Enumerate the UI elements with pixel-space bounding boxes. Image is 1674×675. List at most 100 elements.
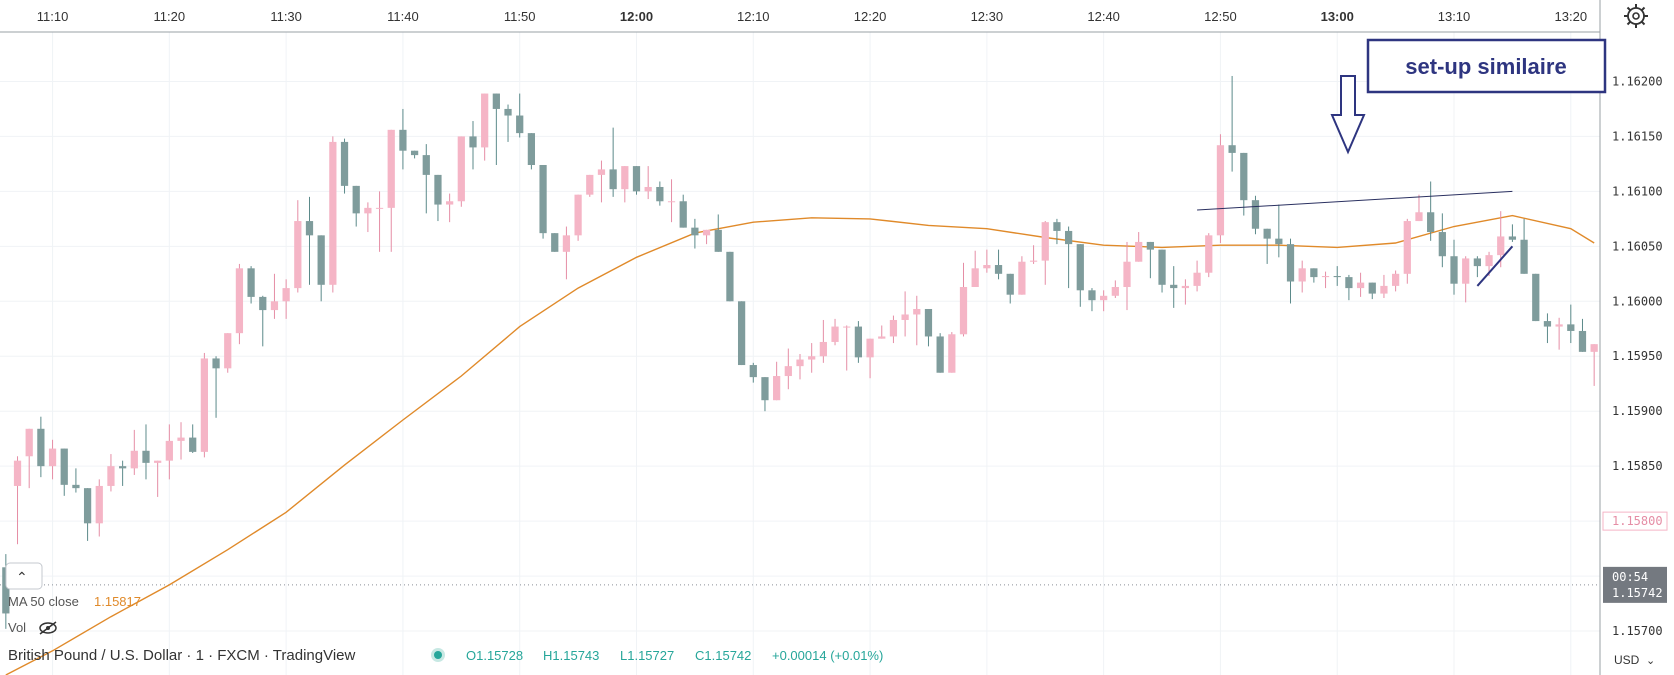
collapse-legend-button[interactable] [5, 562, 43, 590]
price-tick-label: 1.16000 [1612, 294, 1663, 308]
candle-bearish [714, 214, 722, 252]
candle-body [434, 174, 442, 205]
candle-bearish [492, 93, 500, 165]
candle-body [481, 93, 489, 148]
candle-body [632, 166, 641, 192]
candle-body [761, 377, 769, 401]
candle-body [796, 359, 804, 367]
ma-value: 1.15817 [94, 594, 141, 609]
price-tick-label: 1.15700 [1612, 624, 1663, 638]
candle-body [726, 251, 734, 302]
time-tick-label: 13:20 [1555, 9, 1588, 24]
candle-body [317, 235, 325, 285]
candle-bearish [340, 138, 349, 194]
candle-body [1321, 276, 1330, 278]
candle-body [1532, 273, 1540, 322]
candle-body [971, 268, 979, 288]
chevron-up-icon[interactable]: ⌃ [16, 569, 28, 585]
chevron-down-icon[interactable]: ⌄ [1646, 655, 1655, 667]
candle-body [1520, 239, 1528, 274]
candle-body [130, 450, 138, 469]
candle-body [107, 466, 115, 486]
candle-bearish [749, 362, 757, 383]
candle-bullish [1111, 280, 1119, 298]
candle-bullish [25, 428, 33, 489]
candle-bullish [913, 295, 921, 346]
candle-body [574, 194, 582, 236]
candle-bullish [1298, 260, 1306, 293]
annotation-box[interactable] [1366, 38, 1607, 94]
trend-line[interactable] [1197, 190, 1513, 211]
candle-body [1053, 222, 1061, 231]
gear-icon[interactable] [1624, 4, 1648, 28]
candle-body [422, 155, 430, 175]
candle-body [1462, 258, 1470, 284]
candle-body [1473, 258, 1481, 267]
candle-body [1135, 241, 1143, 262]
user-drawings[interactable] [1197, 190, 1514, 287]
candle-bullish [224, 333, 232, 373]
candle-body [13, 460, 22, 486]
candle-body [878, 336, 886, 339]
candle-body [142, 450, 150, 463]
candle-bullish [154, 460, 162, 497]
candle-bullish [889, 315, 898, 344]
time-tick-label: 11:20 [154, 9, 186, 24]
candle-body [48, 448, 57, 467]
eye-slash-icon[interactable] [39, 621, 57, 635]
candle-body [1205, 235, 1213, 273]
candle-body [1333, 276, 1341, 278]
candle-body [562, 235, 571, 252]
annotation-callout[interactable]: set-up similaire [1330, 38, 1607, 155]
candle-bearish [317, 235, 325, 302]
candle-body [516, 115, 524, 134]
candle-body [259, 296, 267, 311]
candle-body [1216, 145, 1225, 236]
price-tick-label: 1.16150 [1612, 129, 1663, 143]
candle-bullish [1029, 245, 1038, 264]
candle-body [1018, 261, 1026, 295]
candle-bearish [352, 185, 360, 227]
drawn-line[interactable] [1476, 245, 1514, 287]
candle-bullish [983, 249, 991, 273]
candle-body [119, 466, 127, 469]
candle-body [901, 314, 909, 320]
candle-body [270, 301, 279, 311]
candle-body [831, 326, 839, 342]
candle-bullish [831, 318, 839, 346]
down-arrow-icon[interactable] [1330, 75, 1366, 155]
candle-bullish [1555, 317, 1563, 350]
candle-body [1286, 244, 1295, 282]
candle-bullish [107, 454, 115, 492]
candle-bullish [866, 338, 874, 379]
candle-body [457, 136, 465, 202]
candle-bearish [1543, 313, 1552, 344]
candle-bullish [130, 429, 138, 475]
time-tick-label: 11:30 [270, 9, 302, 24]
candle-body [1006, 273, 1014, 295]
candle-bullish [48, 439, 57, 480]
candle-body [1427, 212, 1435, 233]
ohlc-change: +0.00014 (+0.01%) [772, 648, 883, 663]
candle-body [679, 201, 687, 228]
candle-bullish [13, 456, 22, 545]
candle-body [1064, 230, 1073, 245]
candle-body [691, 227, 699, 236]
time-axis[interactable]: 11:10 11:20 11:30 11:40 11:50 12:00 12:10 12:20… [37, 9, 1587, 24]
time-tick-label: 12:50 [1204, 9, 1237, 24]
ohlc-low: L1.15727 [620, 648, 674, 663]
time-axis-background [0, 0, 1600, 32]
candle-bullish [387, 129, 395, 252]
candle-bearish [1158, 249, 1166, 293]
candle-bearish [1427, 181, 1435, 241]
candle-bullish [901, 291, 909, 337]
candle-body [1485, 255, 1493, 267]
candle-bearish [72, 468, 80, 493]
candle-bearish [1333, 266, 1341, 286]
candle-bearish [142, 424, 150, 480]
candle-body [1310, 268, 1318, 278]
candle-bearish [399, 108, 407, 170]
candle-bullish [1123, 241, 1131, 311]
candle-bearish [1438, 213, 1446, 268]
